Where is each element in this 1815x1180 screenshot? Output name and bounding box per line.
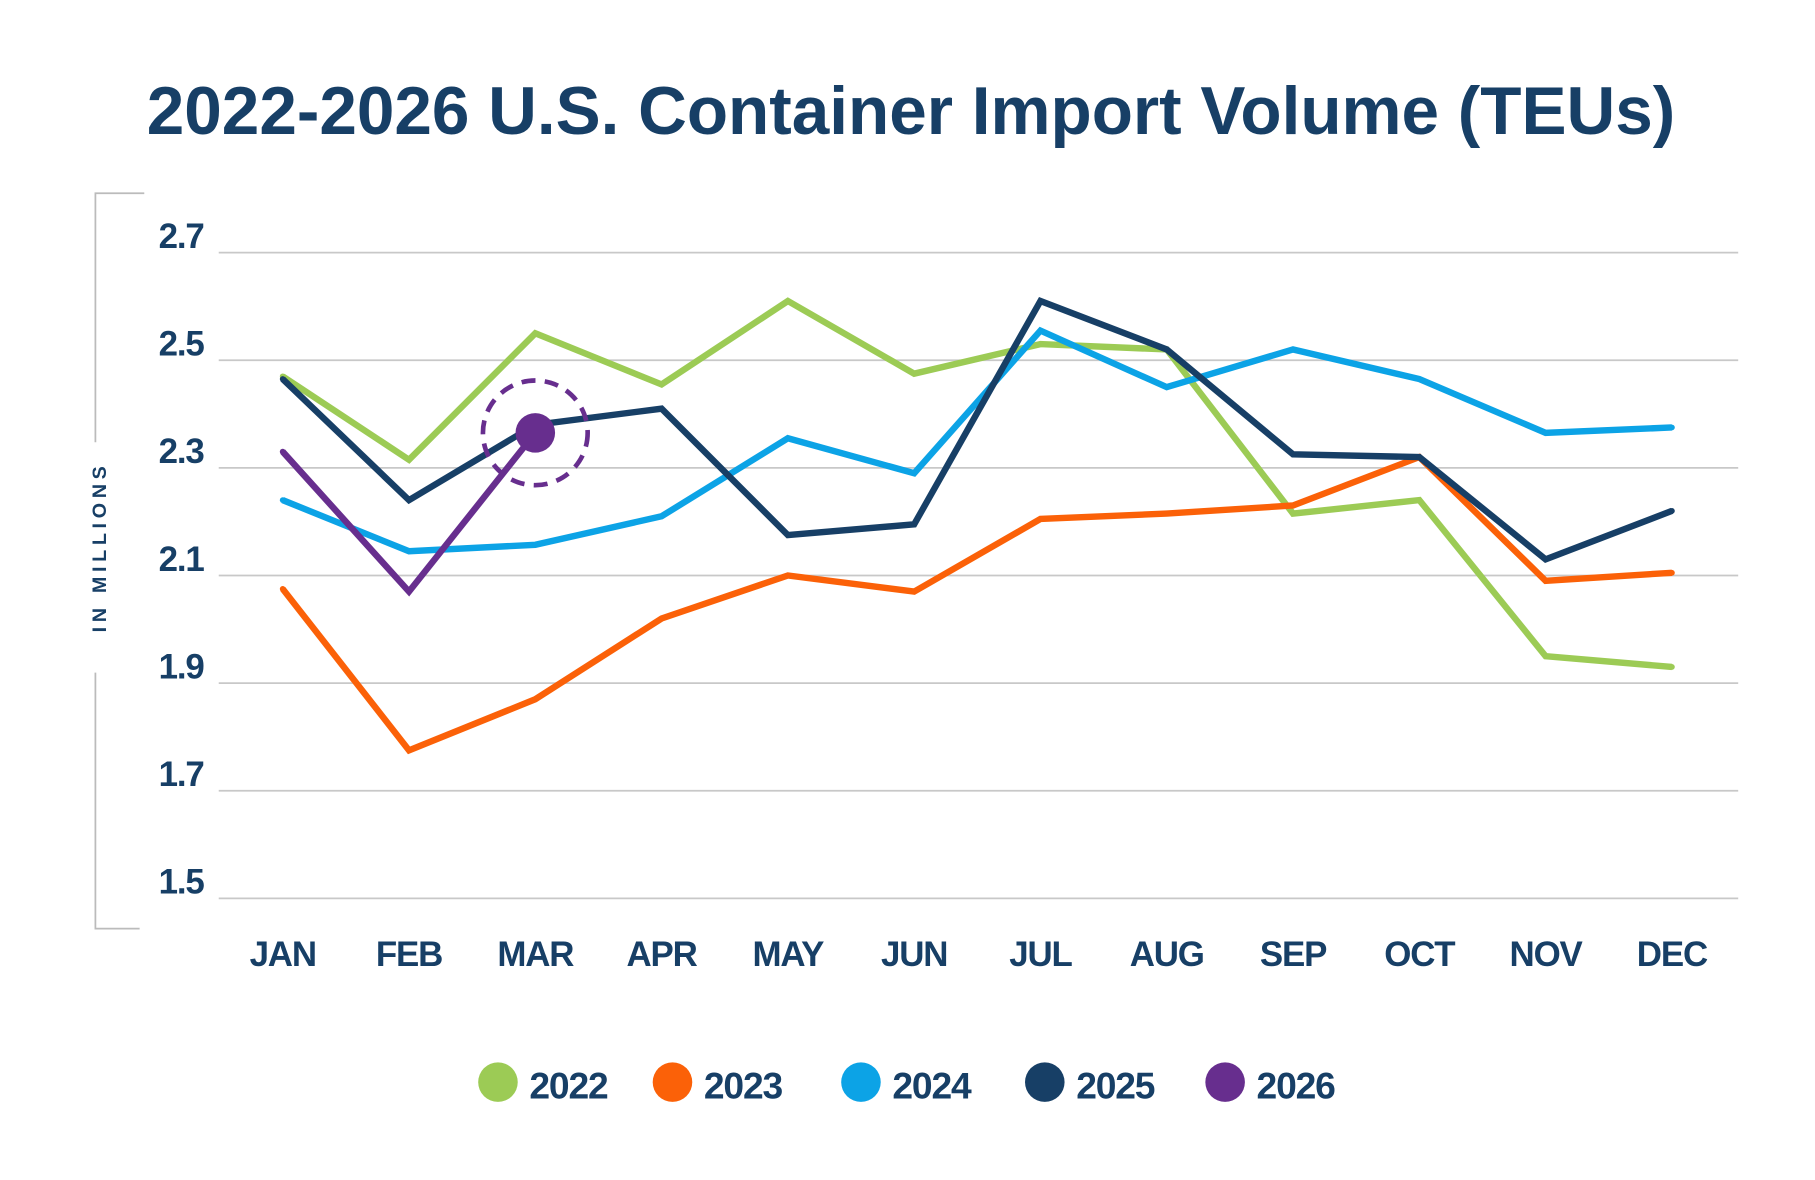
y-axis-bracket bbox=[94, 192, 145, 930]
chart-title: 2022-2026 U.S. Container Import Volume (… bbox=[147, 74, 1675, 149]
data-point-2023-MAR bbox=[532, 696, 539, 703]
legend-item-2025: 2025 bbox=[1025, 1062, 1156, 1106]
legend-item-2024: 2024 bbox=[841, 1062, 973, 1106]
data-point-2024-JUL bbox=[1037, 327, 1044, 334]
data-point-2024-NOV bbox=[1542, 429, 1549, 436]
data-point-2026-JAN bbox=[279, 448, 286, 455]
x-tick-label: SEP bbox=[1260, 935, 1327, 974]
legend-item-2023: 2023 bbox=[652, 1062, 784, 1106]
data-point-2024-MAR bbox=[532, 541, 539, 548]
y-tick-label: 1.9 bbox=[159, 647, 205, 686]
x-tick-label: FEB bbox=[376, 935, 442, 974]
x-tick-label: APR bbox=[626, 935, 697, 974]
data-point-2025-JUL bbox=[1037, 298, 1044, 304]
y-tick-label: 2.3 bbox=[159, 432, 205, 471]
highlight-ring bbox=[480, 378, 590, 488]
legend-swatch bbox=[1205, 1062, 1245, 1102]
data-point-2022-OCT bbox=[1416, 497, 1423, 504]
legend-label: 2026 bbox=[1257, 1064, 1336, 1106]
data-point-2025-DEC bbox=[1668, 507, 1675, 514]
data-point-2023-APR bbox=[658, 615, 665, 622]
x-tick-label: AUG bbox=[1130, 935, 1204, 974]
legend-label: 2023 bbox=[704, 1064, 783, 1106]
series-line-2024 bbox=[281, 326, 1673, 555]
data-point-2024-APR bbox=[658, 513, 665, 520]
legend-label: 2025 bbox=[1076, 1064, 1155, 1106]
data-point-2022-MAR bbox=[532, 330, 539, 337]
x-tick-label: OCT bbox=[1384, 935, 1455, 974]
y-tick-label: 1.7 bbox=[159, 755, 204, 794]
x-tick-label: MAR bbox=[497, 935, 574, 974]
data-point-2023-MAY bbox=[784, 572, 791, 579]
data-point-2022-JUN bbox=[911, 370, 918, 377]
legend-item-2022: 2022 bbox=[478, 1062, 609, 1106]
legend-label: 2024 bbox=[892, 1064, 972, 1106]
data-point-2025-OCT bbox=[1416, 454, 1423, 460]
data-point-2022-APR bbox=[658, 381, 665, 388]
data-point-2024-FEB bbox=[406, 548, 412, 555]
series-line-2025 bbox=[280, 297, 1674, 563]
legend-swatch bbox=[841, 1062, 881, 1102]
data-point-2024-AUG bbox=[1163, 384, 1170, 391]
series-line-2022 bbox=[280, 297, 1673, 671]
data-point-2025-NOV bbox=[1542, 556, 1549, 563]
x-tick-label: JAN bbox=[250, 935, 316, 974]
data-point-2023-DEC bbox=[1668, 569, 1675, 576]
data-point-2025-SEP bbox=[1290, 451, 1296, 458]
data-point-2022-JUL bbox=[1037, 341, 1044, 347]
legend-item-2026: 2026 bbox=[1205, 1062, 1336, 1106]
legend-label: 2022 bbox=[529, 1064, 608, 1106]
highlight-point bbox=[515, 413, 556, 453]
data-point-2023-JUL bbox=[1037, 516, 1044, 522]
data-point-2023-SEP bbox=[1290, 502, 1296, 509]
data-point-2024-DEC bbox=[1668, 424, 1675, 431]
legend-swatch bbox=[652, 1062, 693, 1102]
data-point-2025-FEB bbox=[406, 497, 412, 504]
data-point-2024-OCT bbox=[1416, 376, 1423, 382]
data-point-2023-NOV bbox=[1542, 577, 1549, 584]
data-point-2024-JUN bbox=[911, 470, 918, 477]
y-tick-label: 2.1 bbox=[159, 540, 205, 579]
data-point-2022-NOV bbox=[1542, 653, 1549, 660]
y-tick-label: 2.5 bbox=[159, 325, 205, 364]
data-point-2023-FEB bbox=[406, 747, 412, 754]
data-point-2024-JAN bbox=[279, 497, 286, 504]
data-point-2022-MAY bbox=[784, 298, 791, 304]
legend-swatch bbox=[478, 1062, 518, 1102]
data-point-2024-SEP bbox=[1290, 346, 1296, 353]
y-axis-label: IN MILLIONS bbox=[89, 462, 111, 633]
data-point-2022-SEP bbox=[1290, 510, 1296, 517]
data-point-2024-MAY bbox=[784, 435, 791, 442]
data-point-2023-AUG bbox=[1163, 510, 1170, 517]
data-point-2023-JUN bbox=[911, 588, 918, 595]
data-point-2025-APR bbox=[658, 405, 665, 412]
y-tick-label: 1.5 bbox=[159, 863, 205, 902]
x-tick-label: DEC bbox=[1637, 935, 1708, 974]
data-point-2025-JAN bbox=[279, 376, 286, 382]
legend-swatch bbox=[1025, 1062, 1065, 1102]
y-tick-label: 2.7 bbox=[159, 217, 204, 256]
data-point-2025-MAY bbox=[784, 532, 791, 539]
data-point-2023-JAN bbox=[279, 586, 286, 592]
data-point-2022-DEC bbox=[1668, 664, 1675, 670]
x-tick-label: JUL bbox=[1009, 935, 1072, 974]
data-point-2022-FEB bbox=[406, 456, 412, 463]
data-point-2025-JUN bbox=[911, 521, 918, 528]
data-point-2025-AUG bbox=[1163, 346, 1170, 353]
x-tick-label: MAY bbox=[752, 935, 824, 974]
x-tick-label: JUN bbox=[881, 935, 947, 974]
series-line-2023 bbox=[280, 453, 1673, 755]
x-tick-label: NOV bbox=[1510, 935, 1584, 974]
data-point-2026-FEB bbox=[406, 588, 412, 595]
